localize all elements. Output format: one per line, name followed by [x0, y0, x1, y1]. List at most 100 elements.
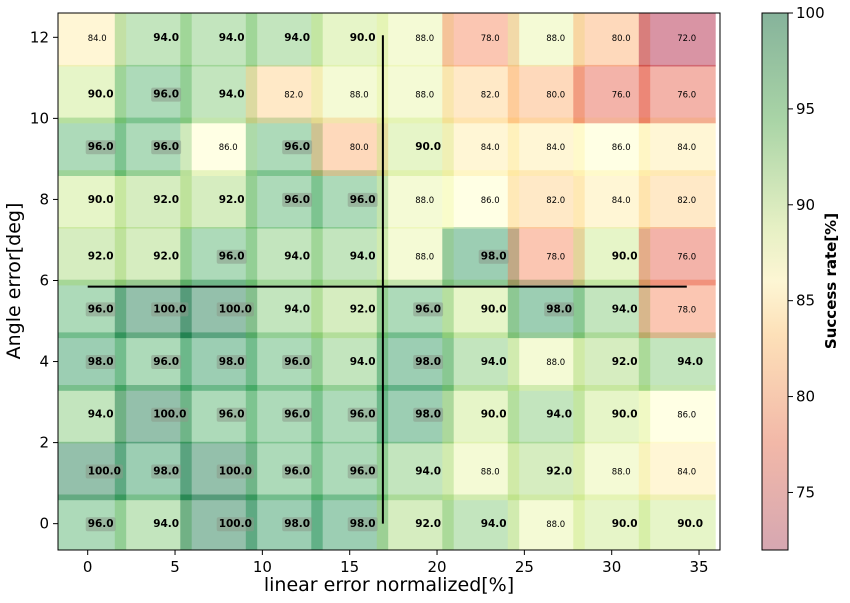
cell-label: 90.0	[415, 141, 441, 153]
colorbar-tick-label: 75	[796, 483, 815, 501]
heatmap-cell	[180, 64, 258, 124]
cell-label: 96.0	[153, 356, 179, 368]
cell-label: 100.0	[153, 303, 186, 315]
cell-label: 92.0	[153, 251, 179, 263]
cell-label-highlight	[151, 87, 182, 102]
cell-label: 94.0	[219, 32, 245, 44]
cell-label-highlight	[85, 517, 116, 532]
colorbar-tick-label: 80	[796, 388, 815, 406]
cell-label-highlight	[216, 302, 254, 317]
cell-label: 88.0	[612, 468, 631, 478]
cell-label-highlight	[347, 464, 378, 479]
heatmap-cell	[573, 494, 651, 550]
heatmap-cell	[311, 64, 389, 124]
heatmap-cell	[114, 170, 192, 229]
cell-label-highlight	[413, 407, 444, 422]
cell-label: 72.0	[677, 34, 696, 44]
colorbar-frame	[761, 12, 789, 551]
crosshair	[87, 35, 687, 524]
cell-label: 94.0	[88, 409, 114, 421]
cell-label: 78.0	[546, 253, 565, 263]
heatmap-cell	[507, 117, 585, 176]
cell-label: 100.0	[219, 466, 252, 478]
cell-label: 98.0	[350, 518, 376, 530]
cell-label: 88.0	[415, 253, 434, 263]
cell-label: 96.0	[219, 409, 245, 421]
heatmap-cell	[638, 13, 716, 67]
cell-label: 94.0	[481, 518, 507, 530]
heatmap-cell	[58, 385, 127, 444]
cell-label-highlight	[544, 302, 575, 317]
cell-label: 80.0	[546, 91, 565, 101]
heatmap-cell	[114, 227, 192, 286]
cell-label: 84.0	[546, 143, 565, 153]
cell-label: 88.0	[481, 468, 500, 478]
cell-label-highlight	[151, 464, 182, 479]
heatmap-cell	[638, 117, 716, 176]
heatmap-cell	[311, 13, 389, 67]
cell-label-highlight	[216, 464, 254, 479]
cell-label: 88.0	[546, 34, 565, 44]
heatmap-cell	[442, 441, 520, 501]
cell-label: 88.0	[546, 520, 565, 530]
cell-label: 90.0	[350, 32, 376, 44]
heatmap-cell	[507, 385, 585, 444]
cell-label-highlight	[85, 464, 123, 479]
cell-label: 92.0	[153, 194, 179, 206]
cell-label: 98.0	[415, 356, 441, 368]
cell-label: 96.0	[350, 194, 376, 206]
heatmap-cell	[114, 13, 192, 67]
cell-label: 94.0	[284, 251, 310, 263]
heatmap-cell	[245, 13, 323, 67]
heatmap-cell	[638, 385, 716, 444]
heatmap-cell	[58, 227, 127, 286]
heatmap-cell	[638, 494, 716, 550]
colorbar-tick-label: 85	[796, 292, 815, 310]
cell-label: 94.0	[219, 89, 245, 101]
cell-label-highlight	[85, 302, 116, 317]
cell-label: 94.0	[677, 356, 703, 368]
cell-label-highlight	[282, 355, 313, 369]
heatmap-cell	[573, 13, 651, 67]
heatmap-cell	[573, 227, 651, 286]
cell-label: 78.0	[677, 305, 696, 315]
cell-label-highlight	[413, 302, 444, 317]
cell-label: 78.0	[481, 34, 500, 44]
cell-label: 98.0	[546, 303, 572, 315]
heatmap-cell	[58, 64, 127, 124]
x-tick-label: 10	[253, 558, 272, 576]
cell-label: 98.0	[219, 356, 245, 368]
heatmap-cells	[58, 13, 716, 550]
cell-label: 90.0	[612, 518, 638, 530]
cell-label: 82.0	[284, 91, 303, 101]
cell-label: 86.0	[219, 143, 238, 153]
cell-label-highlight	[151, 355, 182, 369]
x-tick-label: 15	[340, 558, 359, 576]
cell-label: 100.0	[219, 518, 252, 530]
heatmap-cell	[245, 279, 323, 339]
cell-label-highlight	[216, 249, 247, 264]
cell-label: 96.0	[153, 89, 179, 101]
cell-label: 88.0	[415, 34, 434, 44]
heatmap-cell	[442, 385, 520, 444]
cell-label: 92.0	[219, 194, 245, 206]
plot-background	[58, 13, 720, 550]
cell-label-highlight	[282, 407, 313, 422]
cell-label: 92.0	[88, 251, 114, 263]
cell-label: 76.0	[677, 91, 696, 101]
cell-label: 76.0	[677, 253, 696, 263]
cell-label: 100.0	[153, 409, 186, 421]
cell-label: 92.0	[350, 303, 376, 315]
cell-label: 96.0	[284, 466, 310, 478]
cell-label: 94.0	[284, 303, 310, 315]
cell-label: 80.0	[350, 143, 369, 153]
heatmap-cell	[638, 441, 716, 501]
x-tick-label: 5	[170, 558, 180, 576]
plot-frame	[57, 12, 721, 551]
cell-label: 88.0	[415, 196, 434, 206]
cell-label: 96.0	[284, 141, 310, 153]
heatmap-cell	[573, 64, 651, 124]
heatmap-cell	[573, 279, 651, 339]
x-tick-label: 0	[83, 558, 93, 576]
